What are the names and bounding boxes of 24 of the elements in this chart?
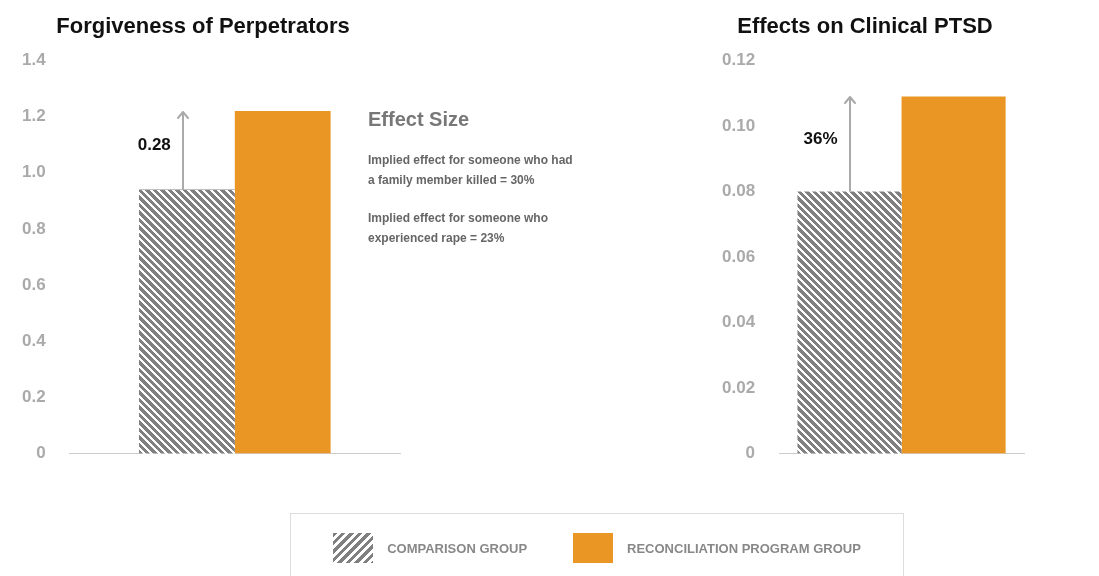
legend-label: RECONCILIATION PROGRAM GROUP: [627, 540, 861, 556]
legend-label: COMPARISON GROUP: [387, 540, 528, 556]
y-tick-label: 0.4: [21, 330, 47, 350]
annotation: Effect Size: [368, 108, 470, 131]
y-tick-label: 0.6: [21, 274, 46, 294]
y-tick-label: 0: [745, 443, 756, 463]
annotation: Implied effect for someone who experienced rape = 23%: [368, 210, 549, 245]
y-tick-label: 0.04: [721, 312, 756, 332]
chart-title: Effects on Clinical PTSD: [737, 13, 993, 39]
annotation: Implied effect for someone who had a family member killed = 30%: [368, 152, 573, 187]
annotation: 36%: [803, 128, 838, 148]
y-tick-label: 1.0: [21, 162, 46, 182]
y-tick-label: 1.4: [21, 50, 47, 70]
y-tick-label: 0.8: [21, 218, 46, 238]
y-tick-label: 0.12: [721, 50, 756, 70]
y-tick-label: 0.2: [21, 387, 46, 407]
y-tick-label: 0.02: [721, 377, 756, 397]
y-tick-label: 1.2: [21, 106, 46, 126]
y-tick-label: 0.10: [721, 115, 756, 135]
annotation: 0.28: [137, 134, 171, 154]
y-tick-label: 0: [36, 443, 46, 463]
y-tick-label: 0.06: [721, 246, 756, 266]
y-tick-label: 0.08: [721, 181, 756, 201]
chart-title: Forgiveness of Perpetrators: [56, 13, 350, 39]
